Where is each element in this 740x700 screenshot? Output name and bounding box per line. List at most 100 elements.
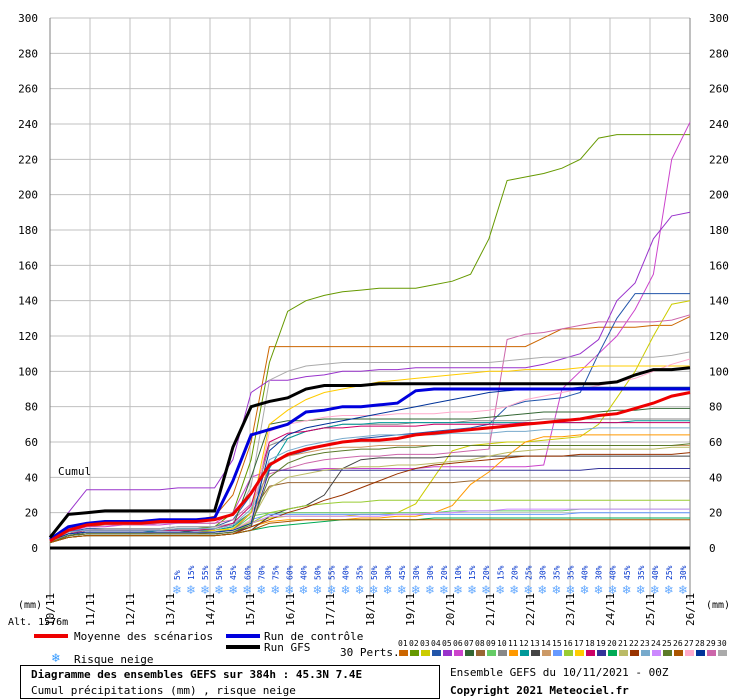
snowflake-icon: ❄ <box>242 583 252 597</box>
snow-risk-pct: 40% <box>581 565 590 580</box>
snow-risk-pct: 40% <box>342 565 351 580</box>
x-tick-label: 16/11 <box>284 593 297 626</box>
pert-color-box <box>432 650 441 656</box>
pert-number: 30 <box>717 639 727 648</box>
pert-color-box <box>641 650 650 656</box>
snowflake-icon: ❄ <box>566 583 576 597</box>
snow-risk-pct: 35% <box>356 565 365 580</box>
pert-color-box <box>630 650 639 656</box>
pert-number: 02 <box>409 639 419 648</box>
legend-mean: Moyenne des scénarios <box>74 630 214 643</box>
pert-color-box <box>399 650 408 656</box>
y-tick-right: 60 <box>709 436 722 449</box>
y-tick-left: 0 <box>31 542 38 555</box>
snowflake-icon: ❄ <box>664 583 674 597</box>
legend-perts: 30 Perts. <box>340 646 400 659</box>
snowflake-icon: ❄ <box>284 583 294 597</box>
snowflake-icon: ❄ <box>270 583 280 597</box>
perturbation-line <box>49 386 690 542</box>
snowflake-icon: ❄ <box>200 583 210 597</box>
x-tick-label: 13/11 <box>164 593 177 626</box>
y-tick-right: 20 <box>709 507 722 520</box>
pert-number: 26 <box>673 639 683 648</box>
pert-color-box <box>652 650 661 656</box>
snow-risk-pct: 60% <box>285 565 294 580</box>
snowflake-icon: ❄ <box>52 651 60 666</box>
pert-number: 03 <box>420 639 430 648</box>
copyright: Copyright 2021 Meteociel.fr <box>450 684 629 697</box>
snow-risk-band: ❄ 5% ❄ 15% ❄ 55% ❄ 50% ❄ 45% ❄ 60% ❄ 70% ❄ 75% ❄ 60% ❄ 40% ❄… <box>172 565 688 597</box>
snowflake-icon: ❄ <box>481 583 491 597</box>
main-series <box>48 366 691 543</box>
pert-color-box <box>476 650 485 656</box>
snow-risk-pct: 20% <box>440 565 449 580</box>
pert-number: 16 <box>563 639 573 648</box>
y-tick-right: 120 <box>709 330 729 343</box>
x-tick-label: 21/11 <box>484 593 497 626</box>
pert-number: 15 <box>552 639 562 648</box>
x-tick-label: 22/11 <box>524 593 537 626</box>
x-tick-label: 10/11 <box>44 593 57 626</box>
y-tick-left: 140 <box>18 295 38 308</box>
x-tick-label: 24/11 <box>604 593 617 626</box>
footer-box: Diagramme des ensembles GEFS sur 384h : … <box>20 665 440 699</box>
pert-number: 11 <box>508 639 518 648</box>
y-tick-left: 260 <box>18 83 38 96</box>
x-tick-label: 15/11 <box>244 593 257 626</box>
snowflake-icon: ❄ <box>397 583 407 597</box>
pert-number: 05 <box>442 639 452 648</box>
x-unit-right: (mm) <box>706 600 731 611</box>
pert-number: 01 <box>398 639 408 648</box>
gfs-swatch <box>226 645 260 649</box>
chart-title: Diagramme des ensembles GEFS sur 384h : … <box>31 668 363 681</box>
snow-risk-pct: 35% <box>567 565 576 580</box>
pert-color-box <box>575 650 584 656</box>
pert-number: 28 <box>695 639 705 648</box>
snow-risk-pct: 30% <box>412 565 421 580</box>
y-tick-right: 260 <box>709 83 729 96</box>
snow-risk-pct: 55% <box>328 565 337 580</box>
pert-color-box <box>531 650 540 656</box>
snowflake-icon: ❄ <box>439 583 449 597</box>
snow-risk-pct: 45% <box>398 565 407 580</box>
y-tick-right: 280 <box>709 47 729 60</box>
y-tick-left: 100 <box>18 365 38 378</box>
snowflake-icon: ❄ <box>594 583 604 597</box>
y-tick-right: 80 <box>709 401 722 414</box>
pert-number: 17 <box>574 639 584 648</box>
y-tick-left: 200 <box>18 189 38 202</box>
snowflake-icon: ❄ <box>608 583 618 597</box>
pert-number: 19 <box>596 639 606 648</box>
snow-risk-pct: 40% <box>609 565 618 580</box>
pert-color-box <box>674 650 683 656</box>
snow-risk-pct: 40% <box>300 565 309 580</box>
perturbation-line <box>49 443 691 544</box>
y-tick-right: 200 <box>709 189 729 202</box>
x-tick-label: 12/11 <box>124 593 137 626</box>
snowflake-icon: ❄ <box>523 583 533 597</box>
x-tick-label: 14/11 <box>204 593 217 626</box>
x-tick-label: 17/11 <box>324 593 337 626</box>
pert-color-box <box>696 650 705 656</box>
snowflake-icon: ❄ <box>622 583 632 597</box>
pert-color-box <box>465 650 474 656</box>
pert-number: 07 <box>464 639 474 648</box>
y-tick-right: 240 <box>709 118 729 131</box>
snowflake-icon: ❄ <box>313 583 323 597</box>
y-tick-left: 60 <box>25 436 38 449</box>
y-tick-left: 160 <box>18 259 38 272</box>
snow-risk-pct: 10% <box>454 565 463 580</box>
snowflake-icon: ❄ <box>327 583 337 597</box>
pert-color-box <box>619 650 628 656</box>
pert-number: 12 <box>519 639 529 648</box>
axis-labels: 0 0 20 20 40 40 60 60 80 80 100 100 120 120 140 140 160 1… <box>18 12 729 626</box>
perturbation-line <box>49 121 691 540</box>
snowflake-icon: ❄ <box>537 583 547 597</box>
perturbation-line <box>49 351 691 542</box>
chart-subtitle: Cumul précipitations (mm) , risque neige <box>31 684 296 697</box>
pert-color-box <box>553 650 562 656</box>
snow-risk-pct: 50% <box>215 565 224 580</box>
y-axis-label: Cumul <box>58 465 92 478</box>
gfs-line <box>48 366 691 539</box>
pert-number: 14 <box>541 639 551 648</box>
